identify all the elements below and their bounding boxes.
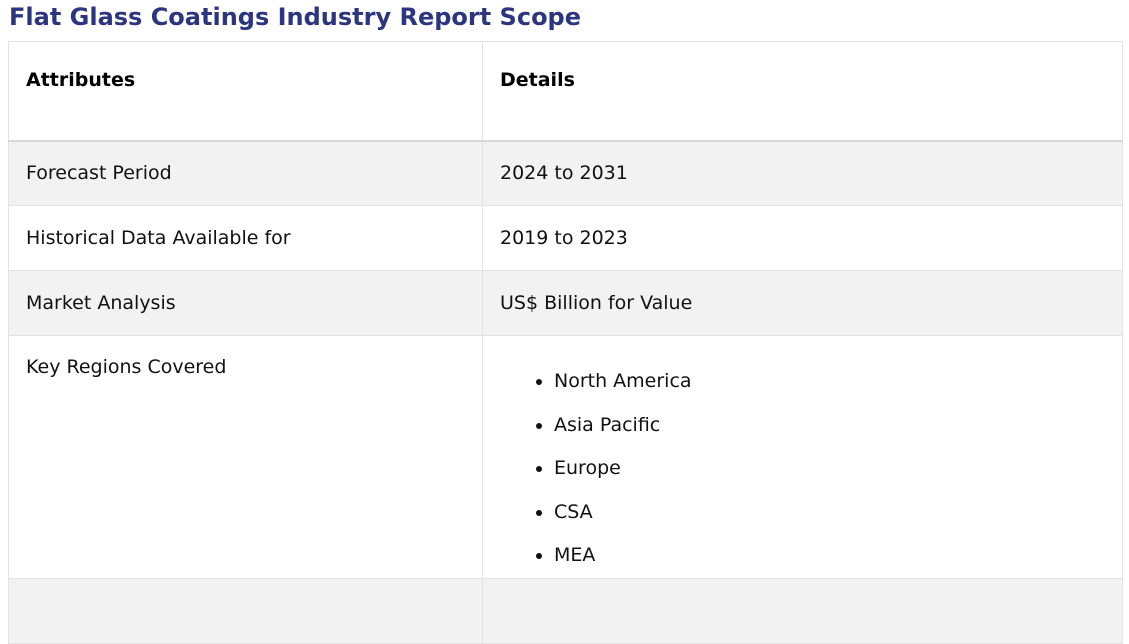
attribute-cell: Market Analysis (8, 270, 483, 336)
table-row: Historical Data Available for 2019 to 20… (8, 205, 1123, 271)
attribute-cell: Forecast Period (8, 140, 483, 206)
attribute-cell-empty (8, 577, 483, 644)
header-attributes: Attributes (8, 41, 483, 141)
table-row: Market Analysis US$ Billion for Value (8, 270, 1123, 336)
table-row-regions: Key Regions Covered North America Asia P… (8, 335, 1123, 579)
list-item: CSA (554, 491, 1105, 535)
attribute-cell: Key Regions Covered (8, 335, 483, 579)
list-item: North America (554, 360, 1105, 404)
detail-cell: US$ Billion for Value (482, 270, 1123, 336)
detail-cell: North America Asia Pacific Europe CSA ME… (482, 335, 1123, 579)
detail-cell: 2019 to 2023 (482, 205, 1123, 271)
table-header-row: Attributes Details (8, 41, 1123, 141)
report-scope-table: Attributes Details Forecast Period 2024 … (8, 41, 1123, 644)
table-row-partial (8, 577, 1123, 644)
detail-cell-empty (482, 577, 1123, 644)
attribute-cell: Historical Data Available for (8, 205, 483, 271)
list-item: MEA (554, 534, 1105, 578)
page-title: Flat Glass Coatings Industry Report Scop… (9, 3, 582, 31)
table-row: Forecast Period 2024 to 2031 (8, 140, 1123, 206)
header-details: Details (482, 41, 1123, 141)
regions-list: North America Asia Pacific Europe CSA ME… (500, 360, 1105, 578)
detail-cell: 2024 to 2031 (482, 140, 1123, 206)
list-item: Europe (554, 447, 1105, 491)
list-item: Asia Pacific (554, 404, 1105, 448)
